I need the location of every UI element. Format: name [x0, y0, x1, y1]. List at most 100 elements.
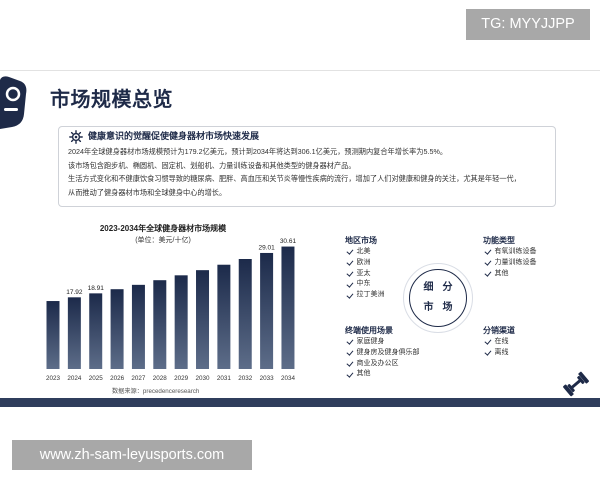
page-title: 市场规模总览: [50, 89, 173, 111]
list-item: 有氧训练设备: [484, 247, 537, 258]
region-item-label: 欧洲: [356, 258, 371, 266]
function-type-heading: 功能类型: [483, 236, 515, 245]
distribution-item-label: 离线: [494, 348, 509, 356]
check-icon: [346, 269, 354, 277]
function-type-item-label: 有氧训练设备: [494, 248, 537, 255]
bar-2031: [217, 264, 231, 369]
chart-title: 2023-2034年全球健身器材市场规模: [99, 224, 227, 233]
center-ring: [403, 263, 473, 333]
data-label: 18.91: [88, 285, 105, 292]
summary-heading: 健康意识的觉醒促使健身器材市场快速发展: [88, 131, 260, 141]
distribution-list: 在线 离线: [484, 337, 509, 359]
bar-2029: [174, 275, 188, 369]
list-item: 在线: [484, 337, 509, 348]
data-label: 30.61: [280, 238, 297, 245]
slide-footer-band: [0, 398, 600, 407]
summary-paragraph: 从而推动了健身器材市场和全球健身中心的增长。: [68, 187, 227, 197]
check-icon: [346, 247, 354, 255]
x-tick-label: 2032: [238, 375, 253, 382]
list-item: 商业及办公区: [346, 359, 420, 370]
list-item: 中东: [346, 279, 385, 290]
summary-paragraph: 该市场包含跑步机、椭圆机、固定机、划船机、力量训练设备和其他类型的健身器材产品。: [68, 160, 356, 170]
end-use-item-label: 健身房及健身俱乐部: [356, 348, 420, 356]
function-type-list: 有氧训练设备 力量训练设备 其他: [484, 247, 537, 279]
x-tick-label: 2030: [196, 375, 211, 382]
center-label: 市场: [423, 302, 462, 313]
function-type-item-label: 力量训练设备: [494, 258, 537, 266]
bottom-left-watermark: www.zh-sam-leyusports.com: [12, 440, 252, 470]
list-item: 其他: [346, 369, 420, 380]
x-tick-label: 2031: [217, 375, 232, 382]
check-icon: [484, 258, 492, 266]
center-label: 细分: [423, 282, 462, 293]
slide: 市场规模总览 健康意识的觉醒促使健身器材市场快速发展 2024年全球健身器材市场…: [0, 70, 600, 407]
end-use-item-label: 家庭健身: [356, 338, 385, 345]
bar-chart: 2023 2024 17.92 2025 18.91 2026 2027 2028 2029 20…: [46, 238, 297, 382]
dumbbell-icon: [563, 371, 589, 397]
summary-paragraphs: 2024年全球健身器材市场规模预计为179.2亿美元，预计到2034年将达到30…: [68, 145, 521, 199]
region-list: 北美 欧洲 亚太 中东 拉丁美洲: [346, 247, 385, 301]
bar-2034: [281, 246, 295, 369]
bar-2032: [238, 259, 252, 369]
distribution-heading: 分销渠道: [483, 326, 515, 335]
check-icon: [484, 269, 492, 277]
check-icon: [346, 337, 354, 345]
function-type-item-label: 其他: [494, 269, 509, 277]
bar-2023: [46, 301, 60, 369]
x-tick-label: 2033: [260, 375, 275, 382]
check-icon: [346, 348, 354, 356]
x-tick-label: 2024: [67, 375, 82, 382]
region-item-label: 拉丁美洲: [356, 291, 385, 299]
x-tick-label: 2027: [131, 375, 146, 382]
list-item: 欧洲: [346, 258, 385, 269]
bar-2025: [89, 293, 103, 369]
bar-2028: [153, 280, 167, 369]
fitness-logo-icon: [0, 76, 27, 129]
check-icon: [484, 337, 492, 345]
check-icon: [484, 348, 492, 356]
check-icon: [346, 359, 354, 367]
data-label: 17.92: [66, 289, 83, 296]
end-use-item-label: 其他: [356, 370, 371, 378]
check-icon: [346, 370, 354, 378]
bar-2033: [260, 252, 274, 369]
data-label: 29.01: [258, 244, 275, 251]
list-item: 其他: [484, 269, 537, 280]
check-icon: [346, 258, 354, 266]
chart-source: 数据来源：precedenceresearch: [112, 388, 200, 395]
bar-2024: [67, 297, 81, 369]
list-item: 北美: [346, 247, 385, 258]
x-tick-label: 2026: [110, 375, 125, 382]
end-use-item-label: 商业及办公区: [356, 359, 399, 367]
x-tick-label: 2025: [89, 375, 104, 382]
bar-2026: [110, 289, 124, 369]
top-right-watermark: TG: MYYJJPP: [466, 9, 590, 40]
x-tick-label: 2023: [46, 375, 61, 382]
gear-icon: [69, 130, 83, 144]
end-use-heading: 终端使用场景: [345, 326, 393, 335]
check-icon: [346, 280, 354, 288]
list-item: 家庭健身: [346, 337, 420, 348]
summary-paragraph: 生活方式变化和不健康饮食习惯导致的糖尿病、肥胖、高血压和关节炎等慢性疾病的流行，…: [68, 174, 521, 183]
region-heading: 地区市场: [345, 236, 377, 245]
segment-center-circle: 细分 市场: [409, 269, 467, 327]
end-use-list: 家庭健身 健身房及健身俱乐部 商业及办公区 其他: [346, 337, 420, 380]
x-tick-label: 2028: [153, 375, 168, 382]
bar-2030: [196, 270, 210, 369]
check-icon: [346, 291, 354, 299]
region-item-label: 中东: [356, 280, 371, 288]
list-item: 拉丁美洲: [346, 290, 385, 301]
region-item-label: 亚太: [356, 269, 371, 277]
summary-paragraph: 2024年全球健身器材市场规模预计为179.2亿美元，预计到2034年将达到30…: [68, 147, 448, 156]
chart-subtitle: (单位：美元/十亿): [135, 237, 191, 244]
list-item: 力量训练设备: [484, 258, 537, 269]
distribution-item-label: 在线: [494, 338, 509, 345]
x-tick-label: 2034: [281, 375, 296, 382]
check-icon: [484, 247, 492, 255]
list-item: 健身房及健身俱乐部: [346, 348, 420, 359]
region-item-label: 北美: [356, 248, 371, 255]
x-tick-label: 2029: [174, 375, 189, 382]
bar-2027: [131, 284, 145, 369]
list-item: 亚太: [346, 269, 385, 280]
list-item: 离线: [484, 348, 509, 359]
